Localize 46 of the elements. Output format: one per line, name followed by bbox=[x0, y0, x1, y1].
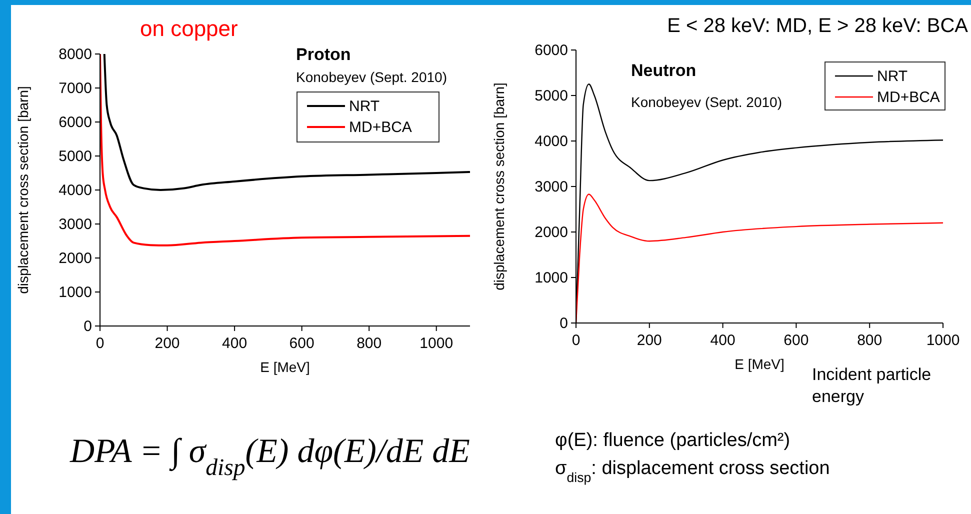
y-tick-label: 4000 bbox=[58, 182, 92, 199]
legend-label: MD+BCA bbox=[877, 89, 940, 106]
text: DPA = ∫ σ$_{disp}$(E) dφ(E)/dE dE bbox=[69, 433, 470, 481]
legend-label: NRT bbox=[349, 98, 380, 115]
text: Incident particle energy bbox=[812, 365, 932, 406]
y-tick-label: 2000 bbox=[534, 224, 568, 241]
x-axis-title: E [MeV] bbox=[260, 359, 310, 375]
text: φ(E): fluence (particles/cm²) bbox=[555, 430, 790, 451]
y-tick-label: 0 bbox=[560, 315, 568, 332]
y-axis-title: displacement cross section [barn] bbox=[491, 82, 507, 290]
y-tick-label: 1000 bbox=[58, 284, 92, 301]
y-axis-title: displacement cross section [barn] bbox=[15, 86, 31, 294]
y-tick-label: 6000 bbox=[58, 114, 92, 131]
y-tick-label: 3000 bbox=[534, 178, 568, 196]
x-tick-label: 800 bbox=[857, 332, 882, 349]
legend-label: NRT bbox=[877, 68, 908, 85]
x-tick-label: 800 bbox=[356, 335, 382, 352]
chart-title: Proton bbox=[296, 45, 351, 64]
text: Konobeyev (Sept. 2010) bbox=[296, 69, 447, 85]
x-tick-label: 600 bbox=[784, 332, 809, 349]
x-tick-label: 400 bbox=[222, 335, 248, 352]
text: σ$_{disp}$: displacement cross section bbox=[555, 458, 830, 484]
x-tick-label: 200 bbox=[636, 332, 662, 349]
x-tick-label: 0 bbox=[96, 335, 104, 352]
x-tick-label: 200 bbox=[154, 335, 180, 352]
y-tick-label: 5000 bbox=[534, 88, 568, 104]
x-tick-label: 400 bbox=[710, 332, 736, 349]
y-tick-label: 2000 bbox=[58, 250, 92, 267]
y-tick-label: 7000 bbox=[58, 80, 92, 97]
y-tick-label: 6000 bbox=[534, 42, 568, 59]
text: E < 28 keV: MD, E > 28 keV: BCA bbox=[667, 15, 969, 37]
y-tick-label: 0 bbox=[84, 318, 92, 335]
legend-label: MD+BCA bbox=[349, 119, 412, 136]
y-tick-label: 4000 bbox=[534, 133, 568, 150]
x-axis-title: E [MeV] bbox=[734, 356, 784, 372]
text: on copper bbox=[140, 16, 238, 41]
text: Konobeyev (Sept. 2010) bbox=[631, 94, 782, 110]
y-tick-label: 3000 bbox=[58, 216, 92, 233]
x-tick-label: 600 bbox=[289, 335, 314, 352]
y-tick-label: 1000 bbox=[534, 270, 568, 286]
y-tick-label: 8000 bbox=[58, 46, 92, 63]
y-tick-label: 5000 bbox=[58, 148, 92, 165]
x-tick-label: 1000 bbox=[420, 335, 454, 352]
x-tick-label: 1000 bbox=[926, 332, 960, 349]
x-tick-label: 0 bbox=[572, 332, 580, 349]
text: Neutron bbox=[631, 61, 696, 80]
